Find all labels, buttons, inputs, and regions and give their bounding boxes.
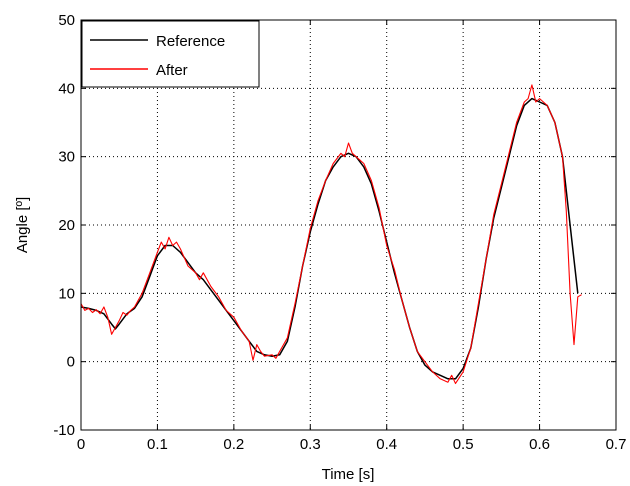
x-axis-label: Time [s]	[322, 466, 375, 483]
x-tick-label: 0.5	[453, 436, 474, 453]
y-tick-label: -10	[53, 422, 75, 439]
grid	[81, 20, 616, 430]
y-tick-labels: -10 0 10 20 30 40 50	[53, 12, 75, 439]
series-group	[80, 84, 582, 385]
x-tick-labels: 0 0.1 0.2 0.3 0.4 0.5 0.6 0.7	[77, 436, 627, 453]
x-tick-label: 0.1	[147, 436, 168, 453]
x-tick-label: 0.7	[606, 436, 627, 453]
plot-border	[80, 19, 617, 431]
y-axis-label: Angle [º]	[14, 197, 31, 253]
legend-label-reference: Reference	[156, 33, 225, 50]
x-tick-label: 0.3	[300, 436, 321, 453]
y-tick-label: 40	[58, 80, 75, 97]
legend-box	[81, 20, 260, 88]
y-tick-label: 0	[67, 354, 75, 371]
x-tick-label: 0.6	[529, 436, 550, 453]
legend-label-after: After	[156, 62, 188, 79]
y-tick-label: 50	[58, 12, 75, 29]
plot-area	[80, 19, 617, 431]
y-tick-label: 10	[58, 285, 75, 302]
x-tick-label: 0	[77, 436, 85, 453]
x-tick-label: 0.4	[376, 436, 397, 453]
legend: Reference After	[81, 20, 260, 88]
y-tick-label: 20	[58, 217, 75, 234]
x-tick-label: 0.2	[223, 436, 244, 453]
series-line-after	[80, 84, 582, 385]
y-tick-label: 30	[58, 149, 75, 166]
